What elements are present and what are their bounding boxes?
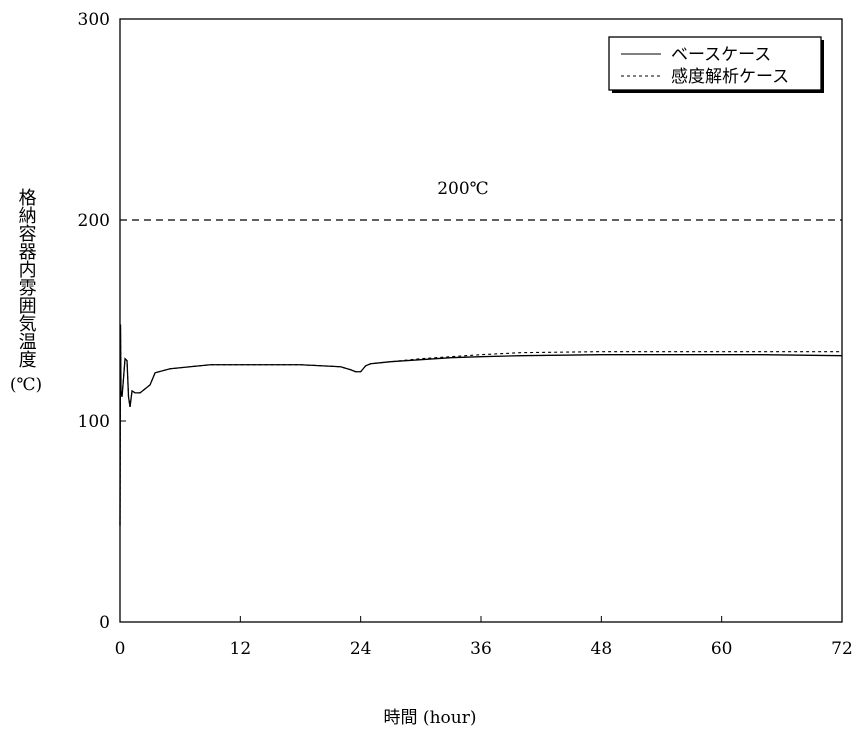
y-tick-label-2: 200 xyxy=(78,211,110,231)
legend-label-sensitivity-case: 感度解析ケース xyxy=(671,67,789,87)
plot-area xyxy=(119,219,843,526)
legend: ベースケース 感度解析ケース xyxy=(608,36,824,93)
y-tick-label-3: 300 xyxy=(78,10,110,30)
x-tick-label-4: 48 xyxy=(591,639,613,659)
x-tick-label-5: 60 xyxy=(711,639,733,659)
y-axis-title: 格納容器内雰囲気温度 xyxy=(15,188,37,368)
series-line-0 xyxy=(119,324,843,526)
y-tick-label-1: 100 xyxy=(78,412,110,432)
x-tick-label-6: 72 xyxy=(831,639,853,659)
reference-line-label: 200℃ xyxy=(437,179,488,199)
x-tick-label-1: 12 xyxy=(230,639,252,659)
axis-ticks: 0 12 24 36 48 60 72 0 100 200 300 xyxy=(78,10,853,659)
series-line-1 xyxy=(119,324,842,526)
x-axis-label: 時間 (hour) xyxy=(383,708,477,728)
legend-label-base-case: ベースケース xyxy=(671,45,771,65)
x-tick-label-2: 24 xyxy=(350,639,372,659)
x-tick-label-3: 36 xyxy=(470,639,492,659)
legend-box xyxy=(608,36,822,91)
x-tick-label-0: 0 xyxy=(115,639,126,659)
y-tick-label-0: 0 xyxy=(99,613,110,633)
plot-frame xyxy=(119,18,843,623)
y-axis-label: 格納容器内雰囲気温度 (℃) xyxy=(6,188,46,396)
y-axis-unit: (℃) xyxy=(9,375,43,396)
